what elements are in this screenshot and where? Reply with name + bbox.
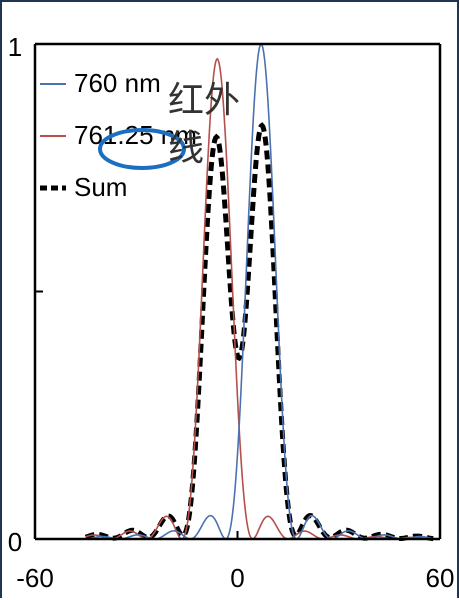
x-tick-label: 60 [426, 563, 455, 593]
x-tick-label: 0 [230, 563, 244, 593]
legend-label: 761.25 nm [74, 120, 197, 150]
y-tick-label: 1 [8, 32, 22, 62]
y-tick-label: 0 [8, 527, 22, 557]
series-760nm-line [85, 42, 434, 540]
series-sum-line [84, 122, 434, 542]
legend-label: 760 nm [74, 68, 161, 98]
legend: 760 nm 761.25 nm Sum [40, 68, 197, 202]
x-tick-label: -60 [16, 563, 54, 593]
axes: -60 0 60 0 1 [8, 32, 455, 593]
annotation-text-line1: 红外 [168, 80, 240, 121]
annotation-text-line2: 线 [168, 128, 204, 169]
annotation-ellipse [98, 128, 186, 170]
plot-area [84, 42, 434, 542]
annotation: 红外线 [98, 80, 240, 170]
legend-label: Sum [74, 172, 127, 202]
